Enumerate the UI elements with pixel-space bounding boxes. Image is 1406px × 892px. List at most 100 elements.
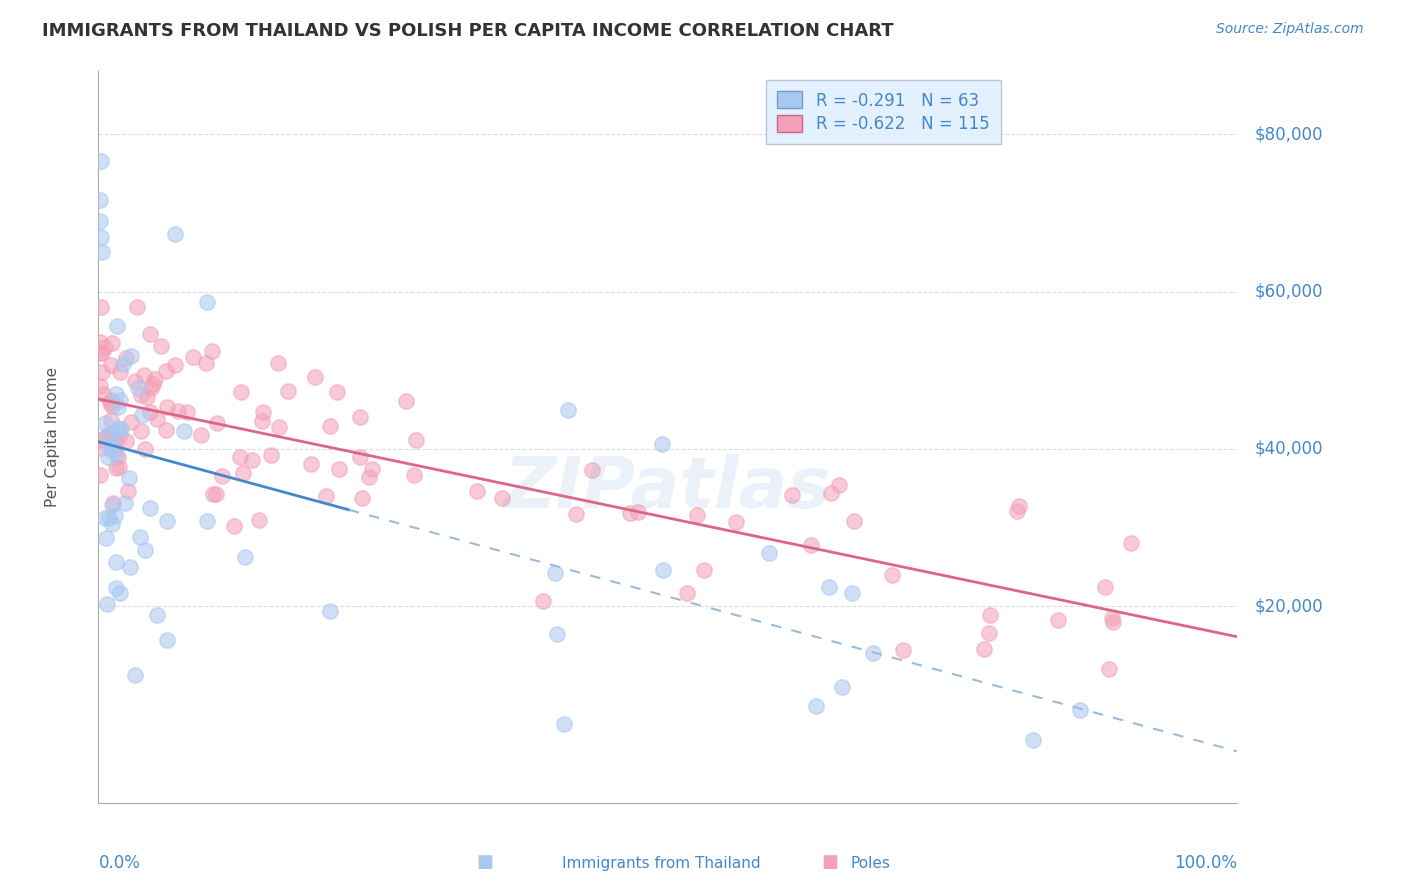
Point — [97, 450, 120, 464]
Point — [107, 400, 129, 414]
Point — [129, 388, 152, 402]
Point — [1094, 581, 1116, 595]
Point — [882, 568, 904, 582]
Point — [232, 467, 254, 481]
Point — [111, 357, 134, 371]
Point — [252, 404, 274, 418]
Point — [252, 415, 274, 429]
Point — [107, 423, 129, 437]
Point — [361, 462, 384, 476]
Point — [352, 491, 374, 505]
Point — [240, 453, 263, 467]
Point — [205, 416, 228, 430]
Point — [129, 425, 152, 439]
Point — [277, 384, 299, 399]
Point — [120, 349, 142, 363]
Point — [103, 442, 125, 456]
Point — [299, 458, 322, 472]
Point — [195, 514, 218, 528]
Point — [120, 415, 142, 429]
Point — [94, 531, 117, 545]
Point — [108, 365, 131, 379]
Point — [266, 356, 288, 370]
Point — [229, 450, 252, 464]
Text: ZIPatlas: ZIPatlas — [505, 454, 831, 523]
Point — [115, 351, 138, 365]
Point — [110, 422, 132, 436]
Point — [1119, 536, 1142, 550]
Point — [139, 326, 162, 341]
Text: 100.0%: 100.0% — [1174, 854, 1237, 872]
Point — [156, 633, 179, 648]
Point — [89, 335, 111, 350]
Point — [247, 512, 270, 526]
Text: ■: ■ — [821, 854, 838, 871]
Point — [104, 460, 127, 475]
Text: IMMIGRANTS FROM THAILAND VS POLISH PER CAPITA INCOME CORRELATION CHART: IMMIGRANTS FROM THAILAND VS POLISH PER C… — [42, 22, 894, 40]
Point — [90, 441, 112, 455]
Point — [201, 343, 224, 358]
Point — [531, 594, 554, 608]
Point — [1008, 499, 1031, 513]
Point — [145, 412, 167, 426]
Point — [91, 386, 114, 401]
Point — [100, 358, 122, 372]
Point — [100, 517, 122, 532]
Point — [820, 486, 842, 500]
Point — [90, 301, 112, 315]
Point — [136, 390, 159, 404]
Point — [318, 419, 340, 434]
Point — [103, 496, 125, 510]
Point — [89, 346, 111, 360]
Point — [114, 495, 136, 509]
Point — [581, 463, 603, 477]
Point — [652, 563, 675, 577]
Point — [229, 385, 252, 400]
Point — [143, 372, 166, 386]
Point — [100, 426, 122, 441]
Point — [394, 393, 416, 408]
Point — [94, 511, 117, 525]
Point — [1022, 732, 1045, 747]
Point — [553, 717, 575, 731]
Point — [544, 566, 567, 580]
Point — [828, 477, 851, 491]
Point — [97, 426, 120, 441]
Point — [107, 459, 129, 474]
Point — [107, 450, 129, 464]
Point — [315, 489, 337, 503]
Point — [118, 471, 141, 485]
Point — [491, 491, 513, 505]
Point — [90, 153, 112, 168]
Point — [142, 376, 165, 391]
Text: $80,000: $80,000 — [1254, 125, 1323, 144]
Point — [129, 530, 152, 544]
Point — [98, 510, 121, 524]
Point — [100, 499, 122, 513]
Point — [91, 245, 114, 260]
Point — [98, 395, 121, 409]
Point — [328, 462, 350, 476]
Point — [155, 423, 177, 437]
Point — [90, 230, 112, 244]
Point — [94, 340, 117, 354]
Point — [163, 358, 186, 372]
Point — [110, 392, 132, 407]
Point — [118, 560, 141, 574]
Point — [973, 641, 995, 656]
Point — [211, 469, 233, 483]
Point — [725, 515, 748, 529]
Point — [155, 364, 177, 378]
Point — [132, 368, 155, 382]
Point — [195, 356, 218, 370]
Point — [977, 626, 1000, 640]
Text: $60,000: $60,000 — [1254, 283, 1323, 301]
Point — [893, 643, 915, 657]
Point — [156, 400, 179, 414]
Point — [818, 580, 841, 594]
Point — [304, 369, 326, 384]
Legend: R = -0.291   N = 63, R = -0.622   N = 115: R = -0.291 N = 63, R = -0.622 N = 115 — [766, 79, 1001, 145]
Point — [145, 607, 167, 622]
Point — [651, 436, 673, 450]
Point — [260, 449, 283, 463]
